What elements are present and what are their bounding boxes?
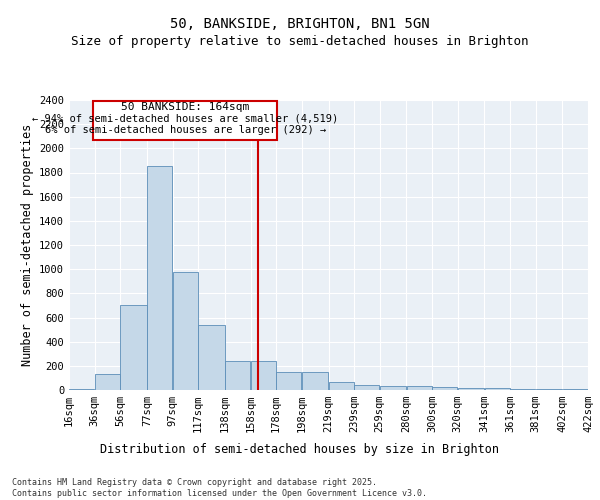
Bar [302, 372, 328, 390]
Bar [407, 386, 432, 390]
Bar [458, 388, 484, 390]
Text: 50 BANKSIDE: 164sqm: 50 BANKSIDE: 164sqm [121, 102, 250, 113]
Bar [354, 384, 379, 390]
Bar [276, 372, 301, 390]
Bar [225, 361, 250, 390]
Text: 50, BANKSIDE, BRIGHTON, BN1 5GN: 50, BANKSIDE, BRIGHTON, BN1 5GN [170, 18, 430, 32]
Bar [510, 389, 535, 390]
Bar [173, 272, 198, 390]
Text: ← 94% of semi-detached houses are smaller (4,519): ← 94% of semi-detached houses are smalle… [32, 113, 338, 123]
Bar [121, 306, 147, 390]
Bar [536, 389, 562, 390]
Bar [147, 166, 172, 390]
Bar [93, 100, 277, 140]
Y-axis label: Number of semi-detached properties: Number of semi-detached properties [20, 124, 34, 366]
Bar [432, 387, 457, 390]
Bar [329, 382, 354, 390]
Bar [199, 325, 225, 390]
Bar [485, 388, 510, 390]
Bar [380, 386, 406, 390]
Text: Size of property relative to semi-detached houses in Brighton: Size of property relative to semi-detach… [71, 35, 529, 48]
Bar [251, 361, 276, 390]
Text: 6% of semi-detached houses are larger (292) →: 6% of semi-detached houses are larger (2… [45, 125, 326, 135]
Text: Distribution of semi-detached houses by size in Brighton: Distribution of semi-detached houses by … [101, 442, 499, 456]
Bar [95, 374, 120, 390]
Text: Contains HM Land Registry data © Crown copyright and database right 2025.
Contai: Contains HM Land Registry data © Crown c… [12, 478, 427, 498]
